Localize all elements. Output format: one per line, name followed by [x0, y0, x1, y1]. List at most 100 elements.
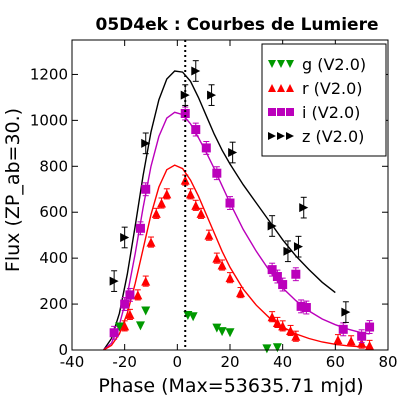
z-band-point	[228, 148, 238, 158]
i-band-point	[191, 125, 201, 135]
fit-curve	[103, 164, 370, 351]
legend-marker-i	[286, 108, 294, 116]
r-band-point	[133, 290, 143, 300]
i-band-point	[267, 265, 277, 275]
r-band-point	[365, 340, 375, 350]
x-tick-label: 40	[273, 353, 292, 371]
r-band-point	[191, 200, 201, 210]
y-tick-label: 200	[39, 295, 68, 313]
r-band-point	[151, 208, 161, 218]
r-band-point	[212, 253, 222, 263]
y-tick-label: 400	[39, 249, 68, 267]
i-band-point	[212, 168, 222, 178]
i-band-point	[135, 223, 145, 233]
i-band-point	[291, 269, 301, 279]
g-band-point	[188, 312, 198, 322]
legend-marker-g	[277, 60, 285, 68]
i-band-point	[180, 108, 190, 118]
legend-marker-g	[268, 60, 276, 68]
y-tick-label: 0	[58, 341, 68, 359]
i-band-point	[296, 301, 306, 311]
r-band-point	[286, 325, 296, 335]
i-band-point	[109, 328, 119, 338]
legend-label-g: g (V2.0)	[302, 55, 366, 74]
i-band-point	[338, 324, 348, 334]
y-tick-label: 800	[39, 157, 68, 175]
r-band-point	[125, 309, 135, 319]
i-band-point	[301, 303, 311, 313]
g-band-point	[225, 328, 235, 338]
i-band-point	[272, 272, 282, 282]
r-band-point	[120, 321, 130, 331]
z-band-point	[120, 232, 130, 242]
legend-marker-z	[277, 132, 285, 140]
legend-label-z: z (V2.0)	[302, 127, 364, 146]
x-tick-label: -40	[60, 353, 85, 371]
r-band-point	[291, 331, 301, 341]
x-axis-label: Phase (Max=53635.71 mjd)	[98, 375, 363, 397]
chart-title: 05D4ek : Courbes de Lumiere	[96, 15, 379, 35]
r-band-point	[236, 288, 246, 298]
x-tick-label: 80	[378, 353, 397, 371]
legend-label-i: i (V2.0)	[302, 103, 360, 122]
r-band-point	[333, 335, 343, 345]
legend-label-r: r (V2.0)	[302, 79, 363, 98]
g-band-point	[272, 343, 282, 353]
legend-marker-r	[268, 84, 276, 92]
z-band-point	[267, 221, 277, 231]
r-band-point	[157, 198, 167, 208]
legend-marker-z	[268, 132, 276, 140]
legend-marker-i	[268, 108, 276, 116]
i-band-point	[120, 299, 130, 309]
g-band-point	[217, 327, 227, 337]
legend-marker-r	[286, 84, 294, 92]
x-tick-label: -20	[112, 353, 137, 371]
i-band-point	[225, 198, 235, 208]
z-band-point	[299, 203, 309, 213]
fit-curve	[103, 70, 336, 351]
r-band-point	[217, 260, 227, 270]
legend-marker-i	[277, 108, 285, 116]
z-band-point	[109, 276, 119, 286]
r-band-point	[196, 208, 206, 218]
r-band-point	[146, 237, 156, 247]
i-band-point	[141, 184, 151, 194]
z-band-point	[283, 246, 293, 256]
i-band-point	[365, 322, 375, 332]
z-band-point	[191, 66, 201, 76]
r-band-point	[225, 273, 235, 283]
g-band-point	[141, 306, 151, 316]
y-tick-label: 1000	[30, 111, 68, 129]
r-band-point	[267, 312, 277, 322]
g-band-point	[212, 323, 222, 333]
legend: g (V2.0) r (V2.0) i (V2.0) z (V2.0)	[261, 43, 387, 157]
r-band-point	[186, 189, 195, 199]
z-band-point	[341, 307, 351, 317]
r-band-point	[204, 230, 214, 240]
x-tick-label: 20	[220, 353, 239, 371]
z-band-point	[293, 242, 303, 252]
i-band-point	[278, 280, 288, 290]
r-band-point	[346, 336, 356, 346]
x-tick-label: 60	[326, 353, 345, 371]
legend-marker-g	[286, 60, 294, 68]
z-band-point	[207, 90, 217, 100]
r-band-point	[278, 321, 288, 331]
r-band-point	[272, 317, 282, 327]
y-tick-label: 1200	[30, 65, 68, 83]
x-tick-label: 0	[173, 353, 183, 371]
i-band-point	[357, 331, 367, 341]
g-band-point	[262, 344, 272, 354]
data-points	[109, 60, 375, 354]
r-band-point	[162, 189, 172, 199]
r-band-point	[141, 276, 151, 286]
i-band-point	[201, 143, 211, 153]
legend-marker-r	[277, 84, 285, 92]
y-axis-label: Flux (ZP_ab=30.)	[2, 108, 24, 272]
g-band-point	[135, 321, 145, 331]
legend-marker-z	[286, 132, 294, 140]
g-band-point	[114, 322, 124, 332]
i-band-point	[125, 290, 135, 300]
